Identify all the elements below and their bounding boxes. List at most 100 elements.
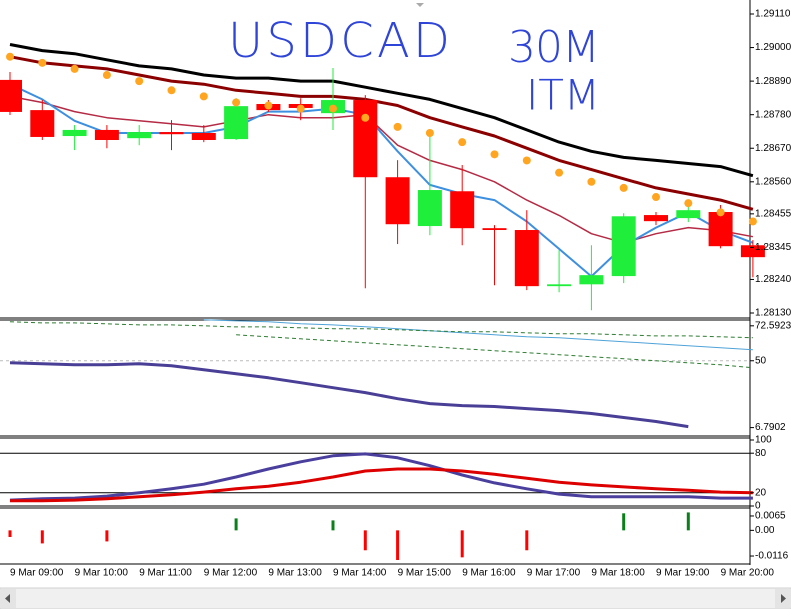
note: ITM [526, 71, 600, 120]
y-tick-label: 1.29000 [755, 42, 791, 53]
candle-body [417, 190, 442, 227]
sar-dot [232, 98, 241, 107]
candle-body [740, 245, 765, 258]
candle-body [30, 110, 55, 137]
y-tick-label: 1.28560 [755, 176, 791, 187]
sar-dot [555, 168, 564, 177]
sar-dot [264, 101, 273, 110]
sar-dot [6, 52, 14, 61]
candle-body [514, 230, 539, 287]
candle-body [482, 228, 507, 231]
indicator-line [10, 467, 753, 503]
plot-area: 9 Mar 09:00 9 Mar 10:00 9 Mar 11:00 9 Mar 1… [0, 9, 791, 579]
y-tick-label: 0 [755, 501, 761, 512]
y-tick-label: 6.7902 [755, 422, 786, 433]
sar-dot [296, 104, 305, 113]
sar-dot [522, 156, 531, 165]
candle-body [644, 215, 668, 222]
candle-body [385, 177, 410, 225]
sar-dot [361, 113, 370, 122]
sar-dot [425, 128, 434, 137]
sar-dot [199, 92, 208, 101]
y-tick-label: 0.0065 [755, 511, 786, 522]
candle-body [708, 212, 733, 247]
sar-dot [684, 199, 693, 208]
x-tick-label: 9 Mar 11:00 [139, 568, 192, 579]
histogram-bar [525, 530, 529, 551]
x-tick-label: 9 Mar 19:00 [656, 568, 710, 579]
scrollbar[interactable] [0, 587, 791, 609]
x-tick-label: 9 Mar 20:00 [721, 568, 775, 579]
y-tick-label: 1.28130 [755, 308, 791, 319]
histogram-bar [234, 518, 238, 531]
y-tick-label: 1.28670 [755, 143, 791, 154]
x-tick-label: 9 Mar 15:00 [398, 568, 452, 579]
candle-body [191, 132, 216, 141]
histogram-bar [686, 512, 690, 531]
x-tick-label: 9 Mar 09:00 [10, 568, 64, 579]
y-tick-label: 80 [755, 448, 767, 459]
sar-dot [167, 86, 176, 95]
histogram-bar [105, 530, 109, 542]
histogram-bar [40, 530, 44, 544]
histogram-bar [8, 530, 12, 537]
sar-dot [38, 58, 47, 67]
y-tick-label: 1.28345 [755, 242, 791, 253]
sar-dot [70, 64, 79, 73]
y-tick-label: 1.28455 [755, 208, 791, 219]
y-tick-label: 72.5923 [755, 320, 791, 331]
histogram-bar [396, 530, 400, 561]
indicator-line [9, 321, 753, 339]
candle-body [353, 100, 378, 178]
timeframe-note: 30M [508, 22, 600, 73]
x-tick-label: 9 Mar 17:00 [527, 568, 581, 579]
y-tick-label: 1.28780 [755, 109, 791, 120]
histogram-bar [363, 530, 367, 551]
candle-body [62, 129, 87, 137]
x-tick-label: 9 Mar 12:00 [204, 568, 258, 579]
y-tick-label: 1.28240 [755, 274, 791, 285]
x-tick-label: 9 Mar 14:00 [333, 568, 387, 579]
sar-dot [652, 193, 660, 202]
candle-body [224, 106, 249, 140]
x-tick-label: 9 Mar 18:00 [591, 568, 645, 579]
sar-dot [587, 177, 596, 186]
histogram-bar [622, 513, 626, 531]
x-tick-label: 9 Mar 13:00 [268, 568, 322, 579]
x-tick-label: 9 Mar 16:00 [462, 568, 516, 579]
x-tick-label: 9 Mar 10:00 [75, 568, 129, 579]
histogram-bar [460, 530, 464, 558]
y-tick-label: 100 [755, 435, 772, 446]
candle-body [611, 216, 636, 277]
candle-body [127, 132, 152, 139]
indicator-line [203, 319, 753, 351]
scroll-left-arrow [5, 594, 10, 603]
candle-body [579, 275, 604, 285]
moving-average [9, 43, 754, 178]
indicator-line [9, 452, 753, 502]
candle-body [94, 129, 119, 141]
y-tick-label: 50 [755, 355, 767, 366]
sar-dot [393, 122, 402, 131]
candle-body [676, 210, 701, 219]
sar-dot [102, 71, 111, 80]
sar-dot [748, 217, 757, 226]
scroll-right-arrow [781, 594, 786, 603]
sar-dot [135, 77, 144, 86]
sar-dot [329, 104, 337, 113]
candle-body [0, 79, 22, 112]
sar-dot [619, 183, 628, 192]
histogram-bar [331, 520, 335, 531]
candle-body [450, 191, 475, 229]
moving-average [9, 55, 754, 211]
candle-body [547, 284, 572, 287]
y-tick-label: 1.29110 [755, 9, 791, 20]
sar-dot [490, 150, 499, 159]
sar-dot [458, 138, 467, 147]
y-tick-label: 0.00 [755, 525, 775, 536]
indicator-line [9, 361, 689, 429]
shift-marker [416, 3, 424, 7]
